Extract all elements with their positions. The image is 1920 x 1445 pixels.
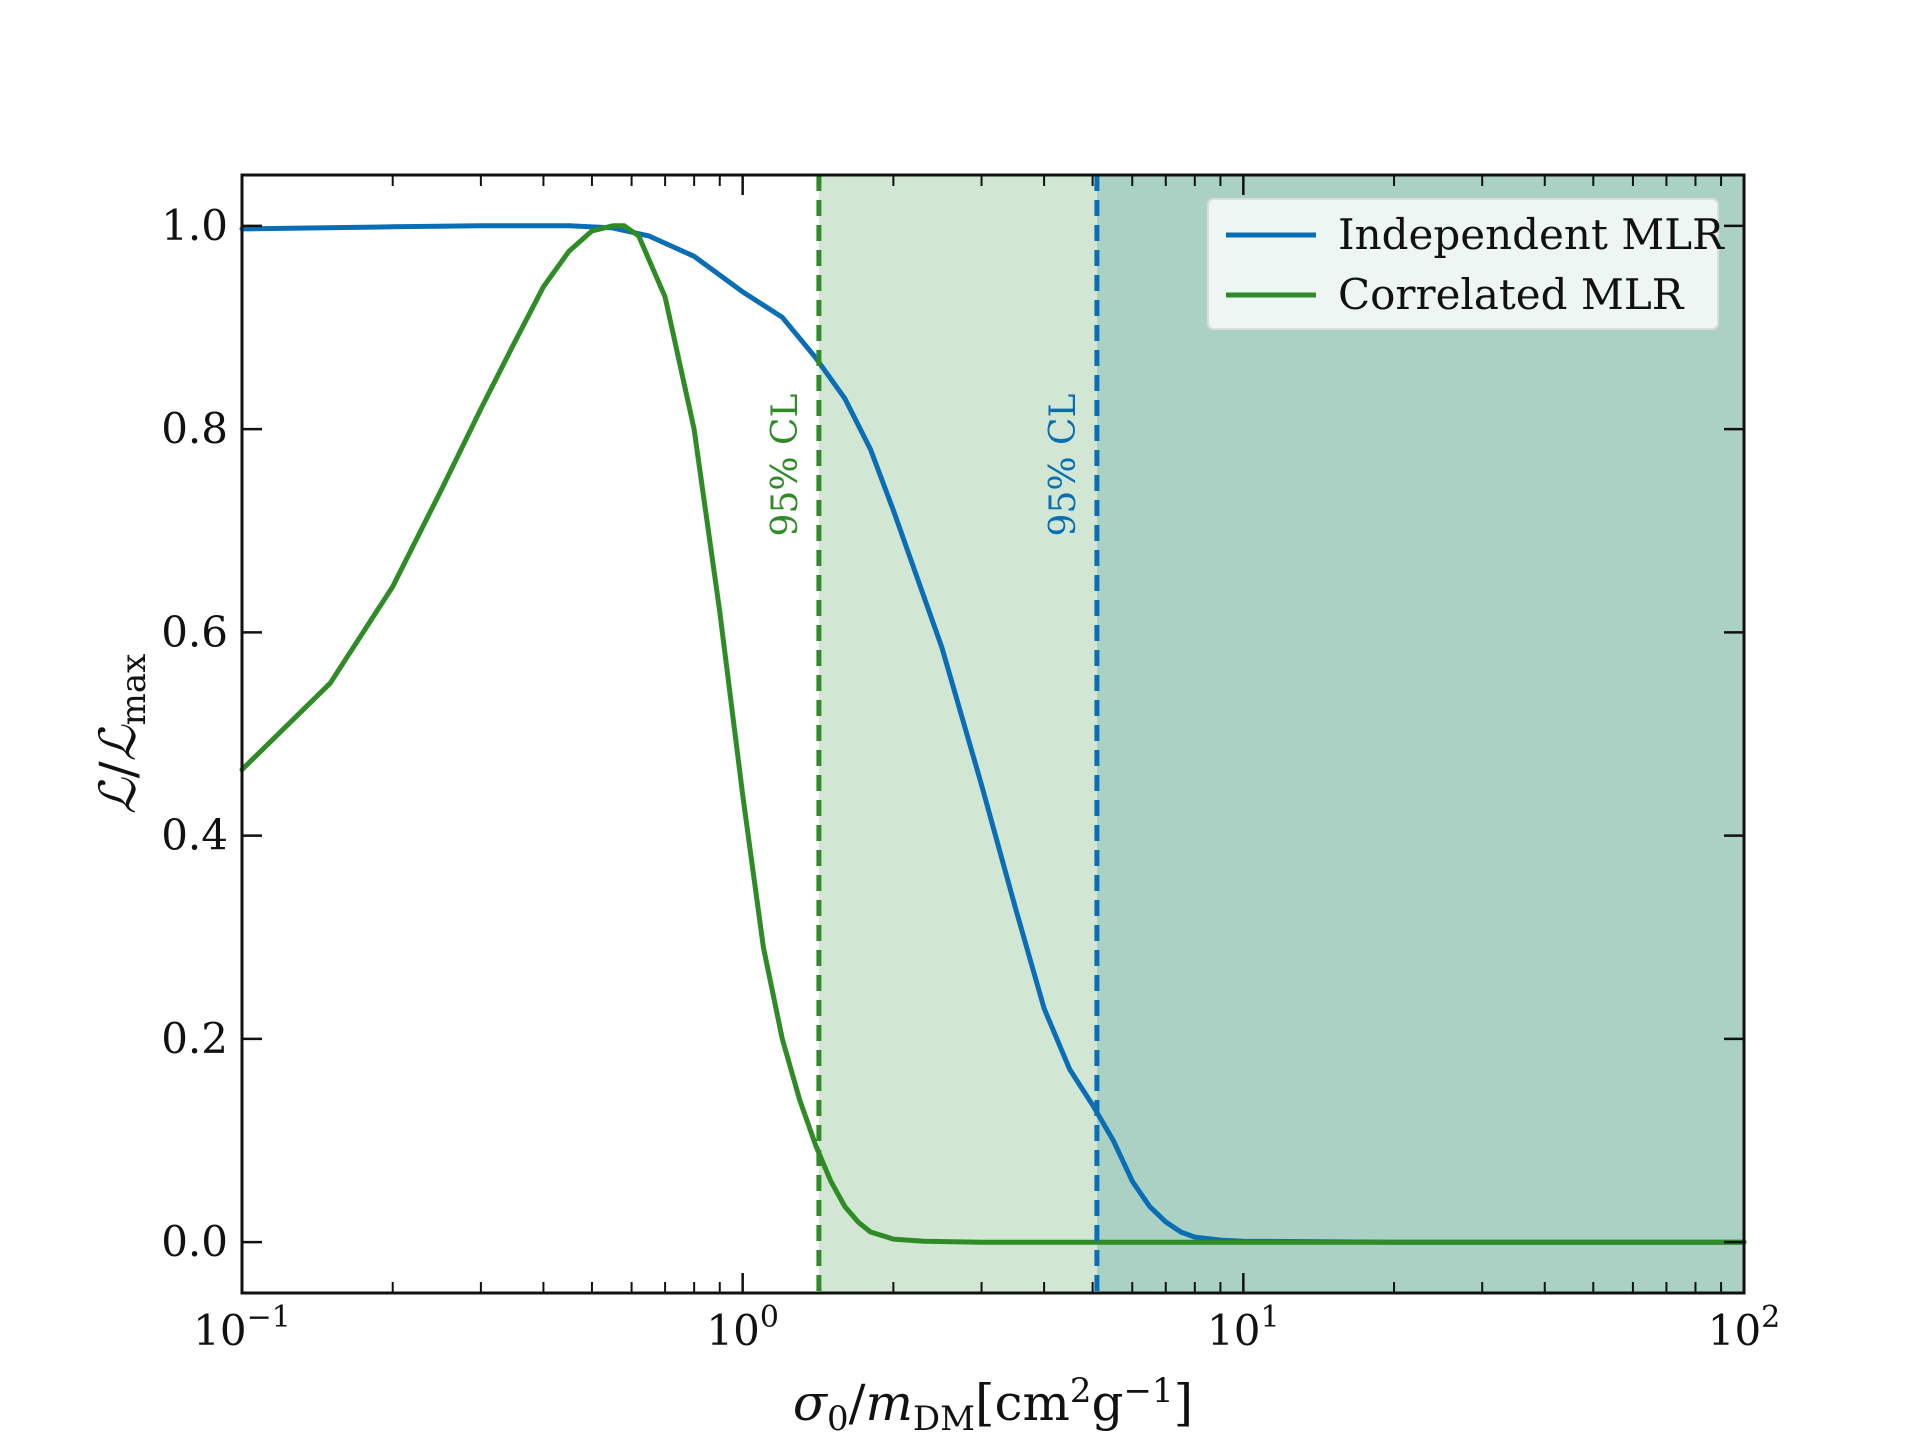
cl-label-independent-mlr: 95% CL bbox=[1043, 393, 1084, 536]
y-tick-label: 0.6 bbox=[161, 607, 228, 656]
legend-box bbox=[1207, 198, 1719, 330]
x-tick-exponent: 2 bbox=[1761, 1300, 1780, 1335]
y-title-sym1: ℒ bbox=[89, 777, 147, 814]
x-title-sym1: σ bbox=[793, 1374, 829, 1432]
series-lines bbox=[239, 223, 1747, 1245]
cl-label-correlated-mlr: 95% CL bbox=[765, 393, 806, 536]
x-tick-label: 102 bbox=[1708, 1300, 1781, 1355]
y-tick-label: 0.0 bbox=[161, 1217, 228, 1266]
x-tick-label: 101 bbox=[1207, 1300, 1280, 1355]
x-title-sym2: m bbox=[865, 1374, 912, 1432]
y-tick-label: 0.2 bbox=[161, 1014, 228, 1063]
x-tick-base: 10 bbox=[1708, 1306, 1761, 1355]
x-tick-base: 10 bbox=[706, 1306, 759, 1355]
x-title-sub2: DM bbox=[913, 1399, 975, 1439]
x-tick-base: 10 bbox=[193, 1306, 246, 1355]
x-title-sup2: −1 bbox=[1124, 1371, 1174, 1411]
shade-region-independent-mlr bbox=[1096, 175, 1744, 1293]
series-line-correlated-mlr bbox=[239, 223, 1747, 1245]
x-title-unit2: g bbox=[1092, 1374, 1124, 1432]
y-title-sub2: max bbox=[114, 654, 154, 726]
plot-frame bbox=[240, 173, 1746, 1295]
confidence-limits: 95% CL 95% CL bbox=[765, 175, 1100, 1293]
x-title-slash: / bbox=[849, 1374, 866, 1432]
legend-label-correlated: Correlated MLR bbox=[1338, 270, 1685, 319]
y-title-sym2: ℒ bbox=[89, 724, 147, 761]
x-tick-label: 10−1 bbox=[193, 1300, 291, 1355]
x-title-unit1: [cm bbox=[975, 1374, 1070, 1432]
shaded-regions bbox=[818, 175, 1744, 1293]
x-axis-title: σ0/mDM[cm2g−1] bbox=[793, 1371, 1193, 1439]
x-tick-exponent: 1 bbox=[1261, 1300, 1280, 1335]
x-tick-label: 100 bbox=[706, 1300, 779, 1355]
x-tick-exponent: −1 bbox=[247, 1300, 291, 1335]
x-tick-base: 10 bbox=[1207, 1306, 1260, 1355]
legend: Independent MLR Correlated MLR bbox=[1207, 198, 1725, 330]
shade-region-correlated-mlr bbox=[818, 175, 1097, 1293]
x-title-sup1: 2 bbox=[1070, 1371, 1092, 1411]
axis-ticks: 0.00.20.40.60.81.010−1 100 101 102 bbox=[161, 175, 1780, 1355]
x-tick-exponent: 0 bbox=[760, 1300, 779, 1335]
y-tick-label: 0.8 bbox=[161, 404, 228, 453]
y-tick-label: 0.4 bbox=[161, 811, 228, 860]
x-title-unit3: ] bbox=[1174, 1374, 1194, 1432]
y-title-slash: / bbox=[89, 761, 147, 778]
x-title-sub1: 0 bbox=[827, 1399, 849, 1439]
y-axis-title: ℒ/ℒmax bbox=[89, 654, 154, 815]
legend-label-independent: Independent MLR bbox=[1338, 210, 1725, 259]
y-tick-label: 1.0 bbox=[161, 201, 228, 250]
